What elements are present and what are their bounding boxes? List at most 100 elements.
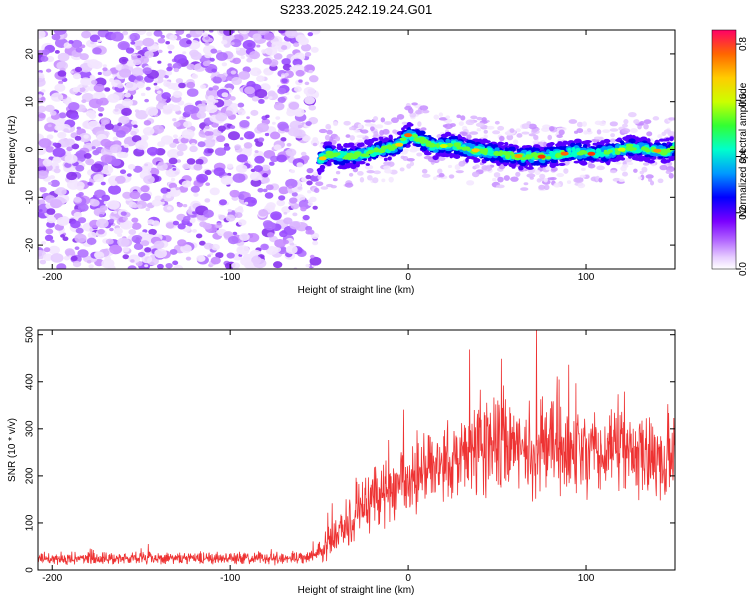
noise-blob	[183, 104, 197, 115]
noise-blob	[209, 57, 215, 62]
halo-blob	[387, 161, 395, 168]
noise-blob	[223, 145, 231, 151]
noise-blob	[105, 123, 114, 130]
ridge-blob	[424, 138, 429, 144]
noise-blob	[70, 255, 78, 261]
halo-blob	[528, 133, 536, 137]
halo-blob	[563, 168, 569, 174]
noise-blob	[72, 260, 82, 268]
ridge-blob	[503, 161, 508, 167]
noise-blob	[204, 131, 212, 136]
noise-blob	[249, 50, 261, 60]
noise-blob	[44, 234, 54, 241]
noise-blob	[273, 261, 283, 269]
noise-blob	[271, 41, 282, 50]
ridge-blob	[628, 138, 636, 144]
halo-blob	[413, 147, 422, 151]
halo-blob	[483, 129, 488, 134]
noise-blob	[310, 174, 320, 182]
noise-blob	[283, 211, 288, 215]
noise-blob	[284, 72, 290, 77]
noise-blob	[137, 204, 143, 209]
noise-blob	[195, 158, 204, 165]
halo-blob	[320, 186, 329, 190]
noise-blob	[122, 254, 130, 260]
noise-blob	[165, 262, 173, 269]
noise-blob	[109, 244, 123, 255]
halo-blob	[475, 122, 485, 127]
noise-blob	[131, 52, 137, 57]
noise-blob	[172, 118, 177, 122]
halo-blob	[549, 176, 557, 181]
halo-blob	[668, 117, 675, 121]
noise-blob	[93, 83, 105, 93]
noise-blob	[226, 163, 234, 169]
ridge-blob	[378, 148, 386, 154]
noise-blob	[63, 128, 69, 133]
ridge-blob	[518, 165, 524, 171]
noise-blob	[145, 207, 151, 212]
y-tick-label: 20	[25, 48, 36, 60]
noise-blob	[81, 79, 90, 85]
noise-blob	[292, 107, 305, 117]
ridge-blob	[489, 157, 496, 162]
x-tick-label: 0	[405, 272, 411, 283]
noise-blob	[276, 199, 286, 207]
noise-blob	[264, 192, 274, 199]
halo-blob	[521, 131, 530, 135]
noise-blob	[256, 122, 269, 133]
halo-blob	[357, 123, 362, 129]
noise-blob	[254, 155, 265, 164]
x-tick-label: 100	[578, 272, 595, 283]
noise-blob	[110, 31, 124, 42]
ridge-peak	[439, 143, 448, 148]
halo-blob	[536, 178, 542, 183]
ridge-blob	[473, 159, 478, 163]
halo-blob	[582, 121, 587, 127]
ridge-blob	[498, 142, 505, 145]
halo-blob	[409, 112, 417, 118]
noise-blob	[239, 119, 250, 128]
noise-blob	[45, 228, 54, 235]
noise-blob	[227, 131, 240, 141]
noise-blob	[288, 185, 293, 189]
y-tick-label: 10	[25, 96, 36, 108]
noise-blob	[83, 152, 92, 159]
ridge-blob	[344, 143, 353, 148]
halo-blob	[553, 182, 561, 188]
noise-blob	[50, 239, 55, 243]
noise-blob	[268, 161, 275, 166]
noise-blob	[298, 79, 303, 83]
halo-blob	[621, 128, 631, 134]
noise-blob	[310, 30, 321, 35]
halo-blob	[556, 172, 565, 178]
halo-blob	[315, 181, 324, 187]
halo-blob	[409, 161, 415, 167]
noise-blob	[81, 30, 92, 39]
noise-blob	[236, 154, 248, 163]
noise-blob	[195, 233, 203, 239]
noise-blob	[206, 60, 211, 64]
noise-blob	[296, 162, 304, 168]
noise-blob	[122, 246, 130, 253]
ridge-blob	[599, 152, 605, 157]
halo-blob	[509, 128, 515, 133]
halo-blob	[643, 123, 649, 130]
noise-blob	[193, 192, 199, 197]
noise-blob	[135, 110, 149, 120]
halo-blob	[357, 170, 364, 176]
ridge-peak	[560, 151, 569, 156]
noise-blob	[50, 92, 64, 102]
noise-blob	[262, 173, 269, 178]
x-tick-label: -100	[220, 573, 240, 584]
noise-blob	[38, 199, 46, 205]
halo-blob	[348, 126, 355, 131]
noise-blob	[215, 51, 228, 61]
ridge-blob	[493, 150, 500, 156]
noise-blob	[238, 194, 245, 199]
ridge-blob	[576, 154, 583, 160]
noise-blob	[144, 98, 149, 103]
noise-blob	[65, 150, 72, 156]
noise-blob	[71, 143, 80, 150]
